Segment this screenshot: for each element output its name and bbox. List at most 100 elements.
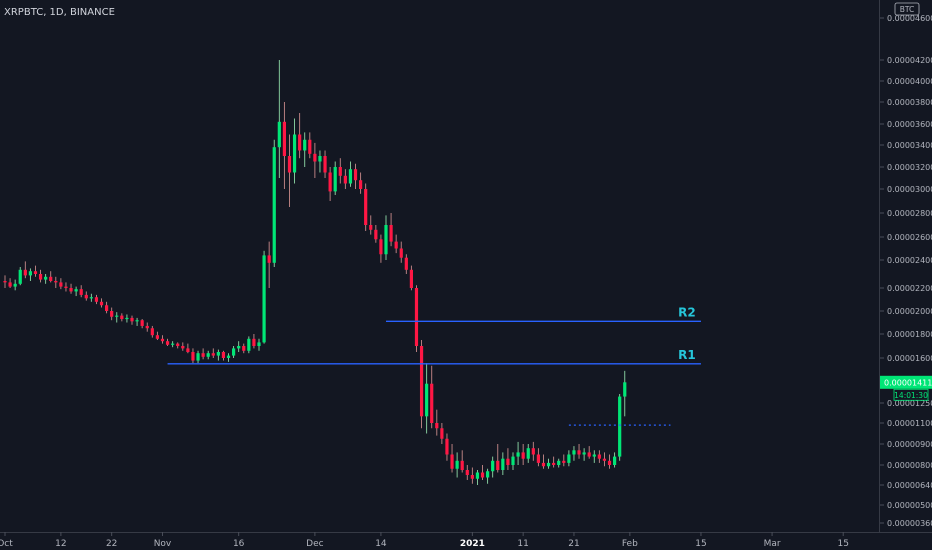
candle-body	[262, 255, 266, 343]
candle-down	[399, 241, 403, 263]
countdown-tag	[893, 388, 929, 401]
candle-down	[282, 102, 286, 189]
candle-body	[13, 283, 17, 287]
candle-body	[171, 343, 175, 345]
candle-body	[607, 460, 612, 465]
candle-body	[272, 147, 276, 263]
candle-down	[328, 167, 332, 201]
last-price-label: 0.00001411	[884, 378, 932, 387]
candle-body	[430, 383, 434, 423]
time-axis[interactable]: Oct 12 22 Nov 16 Dec 14 2021 11 21 Feb 15 Mar 15	[0, 532, 849, 549]
candle-down	[221, 350, 226, 361]
candle-body	[287, 156, 292, 173]
candle-body	[419, 346, 424, 417]
x-tick-label: Oct	[0, 539, 13, 549]
candle-body	[267, 255, 271, 263]
candle-down	[105, 301, 109, 314]
candle-body	[105, 305, 109, 311]
candle-up	[262, 250, 266, 344]
candle-body	[140, 320, 144, 326]
y-tick-label: 0.00004600	[887, 14, 932, 23]
candle-up	[196, 350, 200, 364]
candle-up	[171, 341, 175, 348]
candle-down	[155, 331, 159, 340]
candle-down	[496, 444, 500, 473]
candle-body	[38, 274, 43, 280]
x-tick-label: Dec	[306, 539, 323, 549]
candle-body	[480, 472, 485, 478]
candle-down	[140, 319, 144, 329]
candle-body	[23, 269, 27, 276]
candle-down	[389, 213, 393, 247]
candle-down	[64, 282, 68, 292]
candle-body	[465, 470, 469, 475]
candle-body	[541, 462, 546, 467]
y-tick-label: 0.00003800	[887, 98, 932, 107]
candle-down	[160, 335, 165, 344]
candle-body	[348, 169, 353, 184]
candle-down	[59, 278, 63, 290]
level-label: R2	[678, 305, 696, 319]
x-tick-label: 22	[106, 539, 117, 549]
y-tick-label: 0.00000360	[887, 519, 932, 528]
candle-body	[374, 229, 378, 240]
candle-up	[247, 336, 251, 354]
candle-up	[89, 293, 93, 302]
candle-body	[89, 297, 93, 299]
candle-body	[516, 452, 520, 457]
candle-body	[33, 271, 38, 274]
candle-body	[247, 338, 251, 351]
candle-body	[618, 396, 622, 457]
candle-up	[618, 394, 622, 461]
candle-up	[226, 353, 231, 362]
candle-down	[99, 298, 104, 308]
candle-down	[552, 456, 556, 468]
candle-body	[318, 156, 322, 162]
candle-up	[567, 450, 571, 467]
candle-body	[521, 452, 525, 459]
candle-up	[516, 441, 520, 465]
candle-up	[613, 452, 617, 468]
candle-body	[338, 167, 342, 176]
candle-body	[323, 156, 327, 173]
candle-down	[536, 448, 540, 467]
x-tick-label: Feb	[622, 539, 638, 549]
candle-down	[84, 291, 88, 301]
y-tick-label: 0.00000900	[887, 440, 932, 449]
chart-title: XRPBTC, 1D, BINANCE	[4, 7, 115, 18]
candle-body	[181, 346, 185, 349]
candle-body	[552, 462, 556, 465]
candle-up	[28, 268, 32, 281]
candle-body	[221, 352, 226, 358]
candle-down	[374, 225, 378, 243]
candle-body	[196, 353, 200, 361]
candle-body	[597, 454, 601, 459]
candle-down	[49, 271, 53, 283]
price-axis[interactable]: 0.00004600 0.00004200 0.00004000 0.00003800…	[880, 14, 932, 528]
candle-up	[486, 468, 490, 484]
countdown-label: 14:01:30	[894, 391, 928, 400]
last-price-tag	[880, 375, 932, 389]
y-tick-label: 0.00001800	[887, 330, 932, 339]
candle-down	[110, 307, 114, 321]
candle-body	[94, 297, 99, 302]
candle-body	[567, 454, 571, 463]
y-tick-label: 0.00003600	[887, 120, 932, 129]
candle-down	[287, 134, 292, 207]
candle-body	[282, 121, 286, 156]
candle-body	[242, 346, 246, 351]
candle-up	[277, 60, 281, 178]
x-tick-label: 2021	[460, 539, 485, 549]
candle-body	[237, 346, 241, 349]
y-tick-label: 0.00001250	[887, 399, 932, 408]
candle-down	[201, 348, 205, 360]
candle-body	[201, 353, 205, 357]
last-price-marker: 0.00001411 14:01:30	[880, 375, 932, 401]
candle-up	[526, 444, 530, 463]
x-tick-label: Mar	[764, 539, 781, 549]
candle-down	[69, 283, 73, 294]
candle-down	[191, 348, 195, 364]
candle-body	[145, 325, 149, 329]
